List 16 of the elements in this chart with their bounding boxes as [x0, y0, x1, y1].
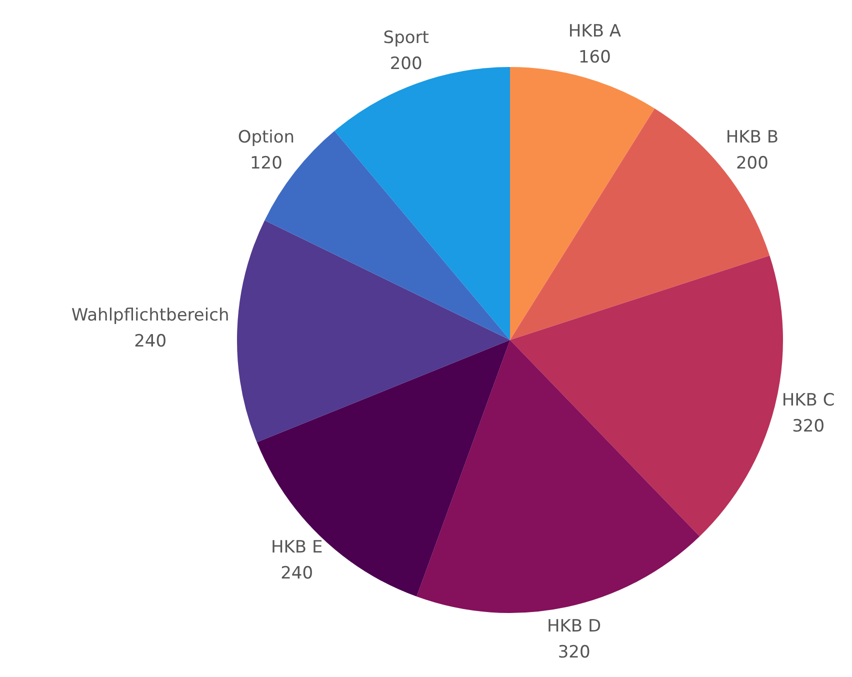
slice-label: HKB D: [547, 616, 602, 637]
data-label: 240: [280, 563, 314, 584]
slice-label: Wahlpflichtbereich: [71, 306, 230, 326]
data-label: 240: [134, 332, 167, 352]
slice-label: Sport: [383, 28, 430, 48]
data-label: 320: [792, 416, 825, 437]
slice-label: HKB C: [782, 390, 835, 411]
data-label: 160: [578, 47, 611, 68]
slice-label: HKB E: [270, 537, 323, 558]
data-label: 320: [558, 642, 590, 663]
data-label: 200: [390, 54, 422, 74]
slice-label: Option: [238, 127, 295, 148]
slice-label: HKB A: [568, 21, 622, 42]
data-label: 200: [736, 153, 768, 174]
slice-label: HKB B: [726, 127, 779, 148]
data-label: 120: [250, 153, 282, 174]
